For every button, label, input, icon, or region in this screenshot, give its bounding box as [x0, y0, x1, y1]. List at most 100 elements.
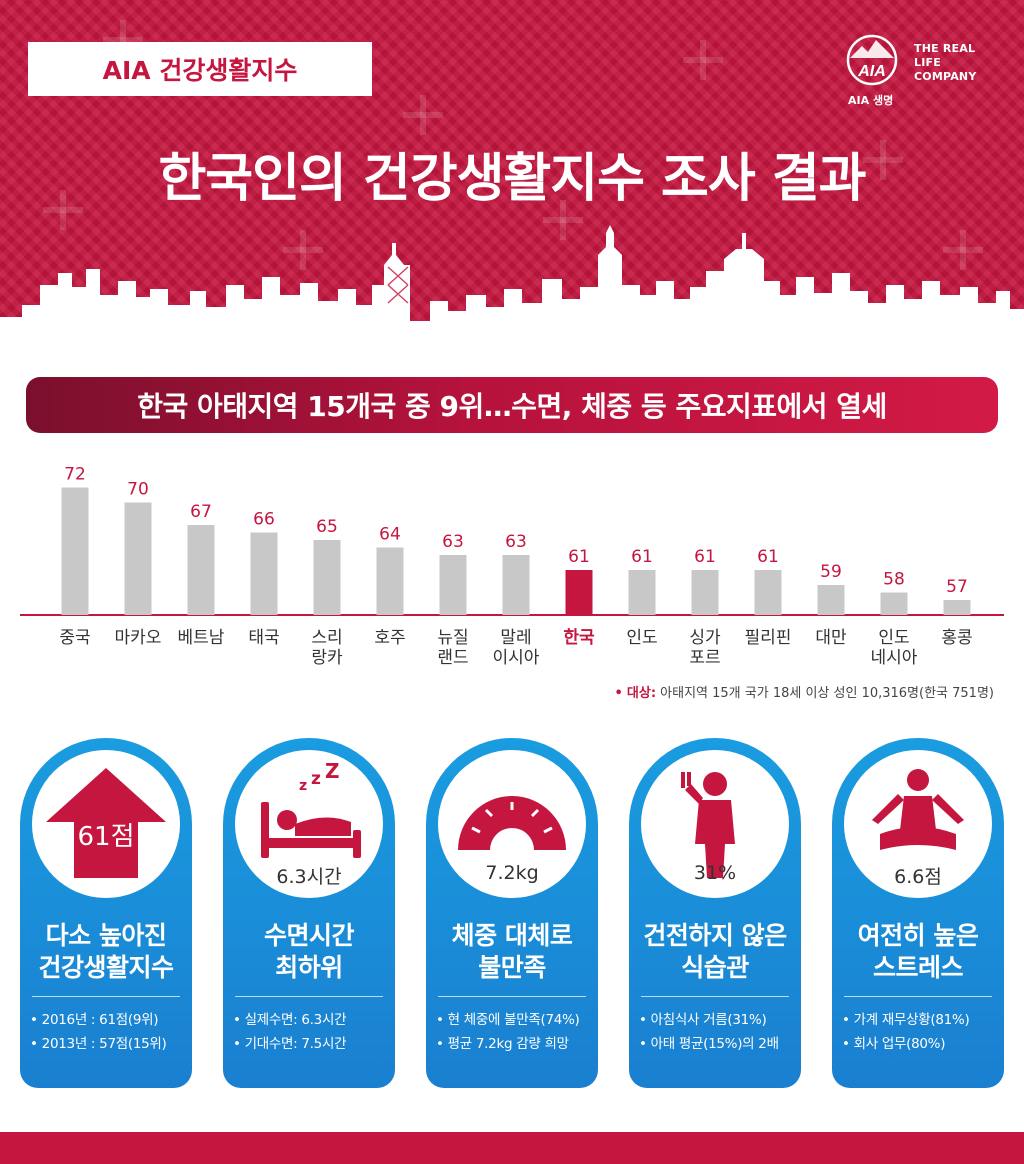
card-divider — [32, 996, 180, 997]
chart-value-label: 63 — [442, 532, 464, 552]
card-bullet: 아태 평균(15%)의 2배 — [639, 1032, 797, 1056]
chart-value-label: 61 — [757, 547, 779, 567]
card-bullet: 기대수면: 7.5시간 — [233, 1032, 391, 1056]
footer-bar — [0, 1132, 1024, 1164]
card-heading: 체중 대체로 불만족 — [451, 921, 573, 982]
cross-pattern — [43, 20, 983, 270]
chart-value-label: 59 — [820, 562, 842, 582]
survey-tag-label: AIA 건강생활지수 — [102, 56, 298, 85]
aia-logo-mark-icon: AIA — [846, 34, 898, 86]
card-bullet: 회사 업무(80%) — [842, 1032, 1000, 1056]
header-banner: AIA 건강생활지수 AIA THE REAL LIFE COMPANY AIA… — [0, 0, 1024, 360]
logo-sub: AIA 생명 — [848, 94, 894, 107]
scale-gauge-icon — [458, 796, 566, 850]
chart-category-label: 뉴질 랜드 — [437, 628, 468, 668]
card-bullets: 아침식사 거름(31%) 아태 평균(15%)의 2배 — [639, 1008, 797, 1056]
chart-value-label: 61 — [631, 547, 653, 567]
chart-bar — [691, 570, 719, 615]
city-skyline-icon — [0, 225, 1024, 360]
chart-value-label: 63 — [505, 532, 527, 552]
subtitle-text: 한국 아태지역 15개국 중 9위…수면, 체중 등 주요지표에서 열세 — [137, 390, 887, 423]
card-weight: 7.2kg 체중 대체로 불만족 현 체중에 불만족(74%) 평균 7.2kg… — [426, 738, 598, 1088]
chart-bar — [817, 585, 845, 615]
svg-text:z: z — [299, 778, 307, 794]
card-bullet: 가계 재무상황(81%) — [842, 1008, 1000, 1032]
chart-bar — [880, 592, 908, 615]
chart-bar — [502, 555, 530, 615]
card-health-index: 61점 다소 높아진 건강생활지수 2016년 : 61점(9위) 2013년 … — [20, 738, 192, 1088]
chart-bar — [376, 547, 404, 615]
aia-logo: AIA THE REAL LIFE COMPANY AIA 생명 — [840, 28, 1000, 114]
chart-value-label: 66 — [253, 510, 275, 530]
card-bullets: 현 체중에 불만족(74%) 평균 7.2kg 감량 희망 — [436, 1008, 594, 1056]
chart-value-label: 57 — [946, 577, 968, 597]
chart-category-label: 한국 — [563, 628, 595, 648]
chart-bar — [439, 555, 467, 615]
page-title: 한국인의 건강생활지수 조사 결과 — [158, 149, 866, 209]
logo-tagline: THE REAL LIFE COMPANY — [914, 42, 1000, 84]
svg-text:Z: Z — [325, 759, 340, 783]
card-diet: 31% 건전하지 않은 식습관 아침식사 거름(31%) 아태 평균(15%)의… — [629, 738, 801, 1088]
sleeping-bed-icon: z z Z — [261, 759, 361, 858]
card-divider — [235, 996, 383, 997]
card-sleep: z z Z 6.3시간 수면시간 최하위 실제수면: 6.3시간 기대수면: 7… — [223, 738, 395, 1088]
note-text: 아태지역 15개 국가 18세 이상 성인 10,316명(한국 751명) — [660, 686, 994, 701]
chart-category-label: 대만 — [815, 628, 847, 648]
card-divider — [438, 996, 586, 997]
card-value: 7.2kg — [485, 862, 539, 884]
survey-note: • 대상: 아태지역 15개 국가 18세 이상 성인 10,316명(한국 7… — [614, 682, 994, 701]
chart-bar — [628, 570, 656, 615]
chart-bar — [313, 540, 341, 615]
card-bullet: 실제수면: 6.3시간 — [233, 1008, 391, 1032]
card-value: 6.3시간 — [276, 866, 342, 888]
arrow-up-icon — [46, 768, 166, 878]
chart-value-label: 70 — [127, 480, 149, 500]
card-bullets: 가계 재무상황(81%) 회사 업무(80%) — [842, 1008, 1000, 1056]
card-divider — [641, 996, 789, 997]
aia-logo-mark-text: AIA — [857, 63, 886, 80]
card-bullets: 실제수면: 6.3시간 기대수면: 7.5시간 — [233, 1008, 391, 1056]
chart-value-label: 61 — [568, 547, 590, 567]
chart-value-label: 61 — [694, 547, 716, 567]
card-bullet: 2013년 : 57점(15위) — [30, 1032, 188, 1056]
card-bullets: 2016년 : 61점(9위) 2013년 : 57점(15위) — [30, 1008, 188, 1056]
card-bullet: 아침식사 거름(31%) — [639, 1008, 797, 1032]
chart-bar — [187, 525, 215, 615]
chart-value-label: 67 — [190, 502, 212, 522]
chart-category-label: 베트남 — [178, 628, 225, 648]
chart-category-label: 호주 — [374, 628, 405, 648]
subtitle-banner: 한국 아태지역 15개국 중 9위…수면, 체중 등 주요지표에서 열세 — [26, 377, 998, 433]
chart-bar — [250, 532, 278, 615]
card-bullet: 현 체중에 불만족(74%) — [436, 1008, 594, 1032]
card-heading: 여전히 높은 스트레스 — [857, 921, 979, 982]
card-bullet: 2016년 : 61점(9위) — [30, 1008, 188, 1032]
card-value: 6.6점 — [894, 866, 942, 888]
ranking-bar-chart: 72 중국 70 마카오 67 베트남 66 태국 65 스리 랑카 64 호주 63 뉴질 랜드 63 말레 이시… — [20, 465, 1004, 668]
chart-value-label: 58 — [883, 570, 905, 590]
meditation-icon — [872, 769, 964, 850]
chart-value-label: 65 — [316, 517, 338, 537]
chart-bar — [943, 600, 971, 615]
card-stress: 6.6점 여전히 높은 스트레스 가계 재무상황(81%) 회사 업무(80%) — [832, 738, 1004, 1088]
chart-category-label: 중국 — [59, 628, 90, 648]
chart-category-label: 인도 — [626, 628, 657, 648]
chart-value-label: 72 — [64, 465, 86, 485]
chart-bar — [565, 570, 593, 615]
card-heading: 건전하지 않은 식습관 — [643, 921, 787, 982]
card-value: 31% — [693, 862, 737, 884]
chart-category-label: 태국 — [248, 628, 279, 648]
note-bullet-icon: • — [614, 686, 623, 701]
chart-category-label: 홍콩 — [941, 628, 972, 648]
chart-category-label: 마카오 — [115, 628, 162, 648]
survey-tag: AIA 건강생활지수 — [28, 42, 372, 96]
chart-category-label: 필리핀 — [745, 628, 792, 648]
chart-bar — [61, 487, 89, 615]
card-heading: 다소 높아진 건강생활지수 — [38, 921, 174, 982]
logo-tagline-2: COMPANY — [914, 70, 977, 83]
chart-bar — [754, 570, 782, 615]
card-bullet: 평균 7.2kg 감량 희망 — [436, 1032, 594, 1056]
chart-value-label: 64 — [379, 525, 401, 545]
chart-bar — [124, 502, 152, 615]
logo-tagline-1: THE REAL LIFE — [914, 42, 976, 69]
card-heading: 수면시간 최하위 — [263, 921, 355, 982]
